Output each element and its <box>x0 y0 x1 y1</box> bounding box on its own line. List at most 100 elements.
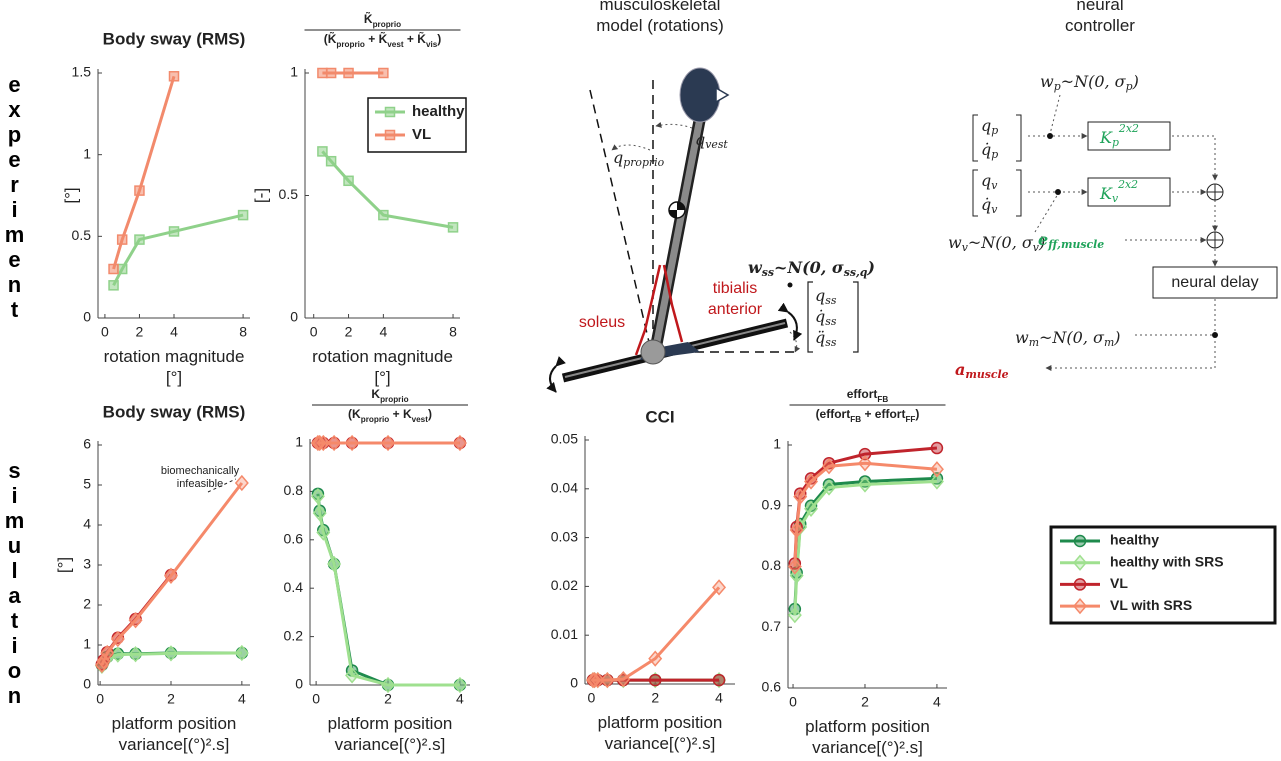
text-part: ~N(0, σ <box>968 233 1034 252</box>
row-label: simulation <box>2 458 27 708</box>
subscript: ss <box>825 294 837 307</box>
y-tick-label: 0 <box>290 309 298 325</box>
text-part: ) <box>437 32 441 46</box>
text-part: w <box>748 258 763 277</box>
marker <box>857 455 872 472</box>
text-part: ~N(0, σ <box>1039 328 1105 347</box>
y-tick-label: 0.05 <box>551 431 578 447</box>
marker <box>325 155 337 167</box>
x-tick-label: 8 <box>449 324 457 340</box>
text-part: w <box>948 233 962 252</box>
text-part: (effort <box>816 407 851 421</box>
series-line <box>793 479 937 616</box>
marker <box>384 106 396 118</box>
marker <box>110 646 125 663</box>
x-tick-label: 2 <box>861 694 869 710</box>
subscript: vis <box>426 40 438 49</box>
y-tick-label: 2 <box>83 596 91 612</box>
text-part: e <box>1038 230 1048 249</box>
marker <box>929 473 944 490</box>
marker <box>590 671 605 689</box>
text-part: K <box>1099 184 1113 203</box>
text-part: (K <box>348 407 361 421</box>
marker <box>378 209 389 221</box>
q-proprio: qproprio <box>613 148 665 170</box>
text-part: q̇ <box>981 140 991 159</box>
legend-label: VL <box>1110 575 1128 591</box>
x-axis-label: platform position variance[(°)².s] <box>597 713 723 753</box>
marker <box>108 263 119 275</box>
marker <box>822 479 836 496</box>
subscript: ss <box>825 336 837 349</box>
y-tick-label: 1 <box>83 636 91 652</box>
x-tick-label: 2 <box>345 324 353 340</box>
y-tick-label: 0.7 <box>762 618 782 634</box>
x-tick-label: 0 <box>587 690 595 706</box>
marker <box>164 645 178 662</box>
subscript: FF <box>905 415 915 424</box>
marker <box>822 458 836 475</box>
text-part: K <box>371 387 380 401</box>
subscript: ss,q <box>844 266 868 279</box>
marker <box>317 67 328 79</box>
x-tick-label: 4 <box>456 691 464 707</box>
y-tick-label: 5 <box>83 476 91 492</box>
y-tick-label: 0.5 <box>279 186 299 202</box>
legend-label: VL <box>412 126 431 143</box>
x-axis-label: platform position variance[(°)².s] <box>111 714 237 754</box>
x-tick-label: 2 <box>136 324 144 340</box>
text-part: + K <box>389 407 412 421</box>
y-tick-label: 0 <box>83 309 91 325</box>
x-axis-label: rotation magnitude [°] <box>103 347 245 387</box>
superscript: 2x2 <box>1118 122 1139 135</box>
text-part: K̃ <box>364 11 373 26</box>
marker <box>787 606 802 624</box>
marker <box>325 67 337 79</box>
marker <box>1073 578 1087 591</box>
marker <box>384 129 396 141</box>
marker <box>316 434 331 452</box>
state-entry: qss <box>815 286 837 308</box>
e-ff: eff,muscle <box>1038 230 1104 252</box>
marker <box>134 234 145 245</box>
legend-label: healthy <box>1110 532 1159 548</box>
subscript: v <box>962 241 969 254</box>
q-v-entry: q̇v <box>981 195 998 217</box>
marker <box>168 226 180 237</box>
marker <box>616 670 631 688</box>
subscript: v <box>1112 192 1119 205</box>
text-part: + effort <box>861 407 905 421</box>
series-line <box>316 496 460 687</box>
marker <box>452 434 467 452</box>
x-tick-label: 4 <box>238 691 246 707</box>
text-part: (K̃ <box>324 31 337 46</box>
w-v: wv~N(0, σv) <box>948 233 1045 255</box>
text-part: w <box>1040 72 1054 91</box>
marker <box>712 579 727 596</box>
marker <box>234 644 249 662</box>
subscript: p <box>1054 80 1061 93</box>
y-tick-label: 6 <box>83 436 91 452</box>
marker <box>327 434 342 452</box>
text-part: ~N(0, σ <box>1061 72 1127 91</box>
y-tick-label: 0 <box>83 676 91 692</box>
series-line <box>793 476 937 610</box>
text-part: ) <box>915 407 919 421</box>
a-muscle: amuscle <box>955 360 1009 382</box>
x-tick-label: 0 <box>310 324 318 340</box>
model-drawing <box>546 67 859 393</box>
x-tick-label: 2 <box>167 691 175 707</box>
marker <box>345 434 360 452</box>
title-denominator: (K̃proprio + K̃vest + K̃vis) <box>324 31 442 49</box>
controller-title: neural controller <box>1065 0 1135 35</box>
subscript: proprio <box>361 415 390 424</box>
text-part: ) <box>428 407 432 421</box>
marker <box>1073 597 1087 615</box>
text-part: q̇ <box>981 195 991 214</box>
subscript: ff,muscle <box>1047 238 1104 251</box>
marker <box>648 650 663 667</box>
x-tick-label: 4 <box>715 690 723 706</box>
marker <box>312 505 327 522</box>
